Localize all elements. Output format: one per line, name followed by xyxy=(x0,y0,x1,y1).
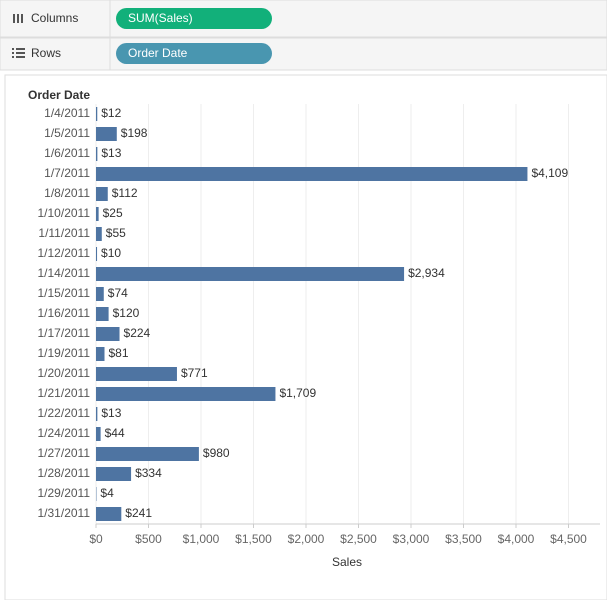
x-tick-label: $4,000 xyxy=(498,532,535,546)
bar xyxy=(96,127,117,141)
x-tick-label: $1,500 xyxy=(235,532,272,546)
row-label: 1/5/2011 xyxy=(44,126,90,140)
columns-label: Columns xyxy=(31,11,78,25)
value-label: $980 xyxy=(203,446,230,460)
bar xyxy=(96,187,108,201)
row-label: 1/17/2011 xyxy=(38,326,91,340)
value-label: $74 xyxy=(108,286,128,300)
bar xyxy=(96,287,104,301)
bar xyxy=(96,107,98,121)
bar xyxy=(96,247,98,261)
bar xyxy=(96,267,405,281)
row-label: 1/27/2011 xyxy=(38,446,91,460)
row-label: 1/21/2011 xyxy=(38,386,91,400)
bar xyxy=(96,147,98,161)
value-label: $334 xyxy=(135,466,162,480)
value-label: $55 xyxy=(106,226,126,240)
row-label: 1/14/2011 xyxy=(38,266,91,280)
row-label: 1/22/2011 xyxy=(38,406,91,420)
row-label: 1/20/2011 xyxy=(38,366,91,380)
row-label: 1/31/2011 xyxy=(38,506,91,520)
row-label: 1/28/2011 xyxy=(38,466,91,480)
value-label: $44 xyxy=(105,426,125,440)
row-label: 1/12/2011 xyxy=(38,246,91,260)
row-label: 1/8/2011 xyxy=(44,186,90,200)
value-label: $2,934 xyxy=(408,266,445,280)
value-label: $13 xyxy=(101,146,121,160)
value-label: $4,109 xyxy=(531,166,568,180)
x-tick-label: $0 xyxy=(89,532,103,546)
rows-shelf xyxy=(0,37,607,71)
value-label: $1,709 xyxy=(279,386,316,400)
bar xyxy=(96,167,528,181)
value-label: $198 xyxy=(121,126,148,140)
bar xyxy=(96,307,109,321)
x-tick-label: $4,500 xyxy=(550,532,587,546)
row-label: 1/15/2011 xyxy=(38,286,91,300)
columns-shelf xyxy=(0,0,607,38)
bar xyxy=(96,327,120,341)
value-label: $13 xyxy=(101,406,121,420)
row-label: 1/16/2011 xyxy=(38,306,91,320)
x-tick-label: $2,000 xyxy=(288,532,325,546)
row-label: 1/19/2011 xyxy=(38,346,91,360)
x-tick-label: $3,000 xyxy=(393,532,430,546)
plot: 1/4/2011 $12 1/5/2011 $198 1/6/2011 $13 1/7/20… xyxy=(38,106,568,521)
bar xyxy=(96,387,276,401)
value-label: $241 xyxy=(125,506,152,520)
bar xyxy=(96,347,105,361)
value-label: $112 xyxy=(112,186,138,200)
x-tick-label: $3,500 xyxy=(445,532,482,546)
value-label: $4 xyxy=(100,486,114,500)
row-label: 1/6/2011 xyxy=(44,146,90,160)
value-label: $224 xyxy=(124,326,151,340)
columns-pill[interactable] xyxy=(116,8,272,29)
x-tick-label: $1,000 xyxy=(183,532,220,546)
bar xyxy=(96,467,132,481)
bar xyxy=(96,447,199,461)
row-label: 1/7/2011 xyxy=(44,166,90,180)
columns-pill-text[interactable]: SUM(Sales) xyxy=(128,11,193,25)
columns-icon xyxy=(13,14,23,23)
rows-pill[interactable] xyxy=(116,43,272,64)
value-label: $25 xyxy=(103,206,123,220)
x-tick-label: $2,500 xyxy=(340,532,377,546)
value-label: $81 xyxy=(109,346,129,360)
x-axis-title: Sales xyxy=(332,555,362,569)
value-label: $12 xyxy=(101,106,121,120)
row-label: 1/11/2011 xyxy=(38,226,90,240)
bar xyxy=(96,367,177,381)
bar xyxy=(96,407,98,421)
bar xyxy=(96,507,122,521)
row-label: 1/4/2011 xyxy=(44,106,90,120)
bar xyxy=(96,427,101,441)
row-label: 1/24/2011 xyxy=(38,426,91,440)
rows-icon xyxy=(12,48,25,58)
value-label: $120 xyxy=(113,306,140,320)
bar xyxy=(96,227,102,241)
rows-label: Rows xyxy=(31,46,61,60)
value-label: $10 xyxy=(101,246,121,260)
row-label: 1/29/2011 xyxy=(38,486,91,500)
bar xyxy=(96,207,99,221)
value-label: $771 xyxy=(181,366,208,380)
rows-pill-text[interactable]: Order Date xyxy=(128,46,188,60)
x-tick-label: $500 xyxy=(135,532,162,546)
row-header: Order Date xyxy=(28,88,90,102)
row-label: 1/10/2011 xyxy=(38,206,91,220)
